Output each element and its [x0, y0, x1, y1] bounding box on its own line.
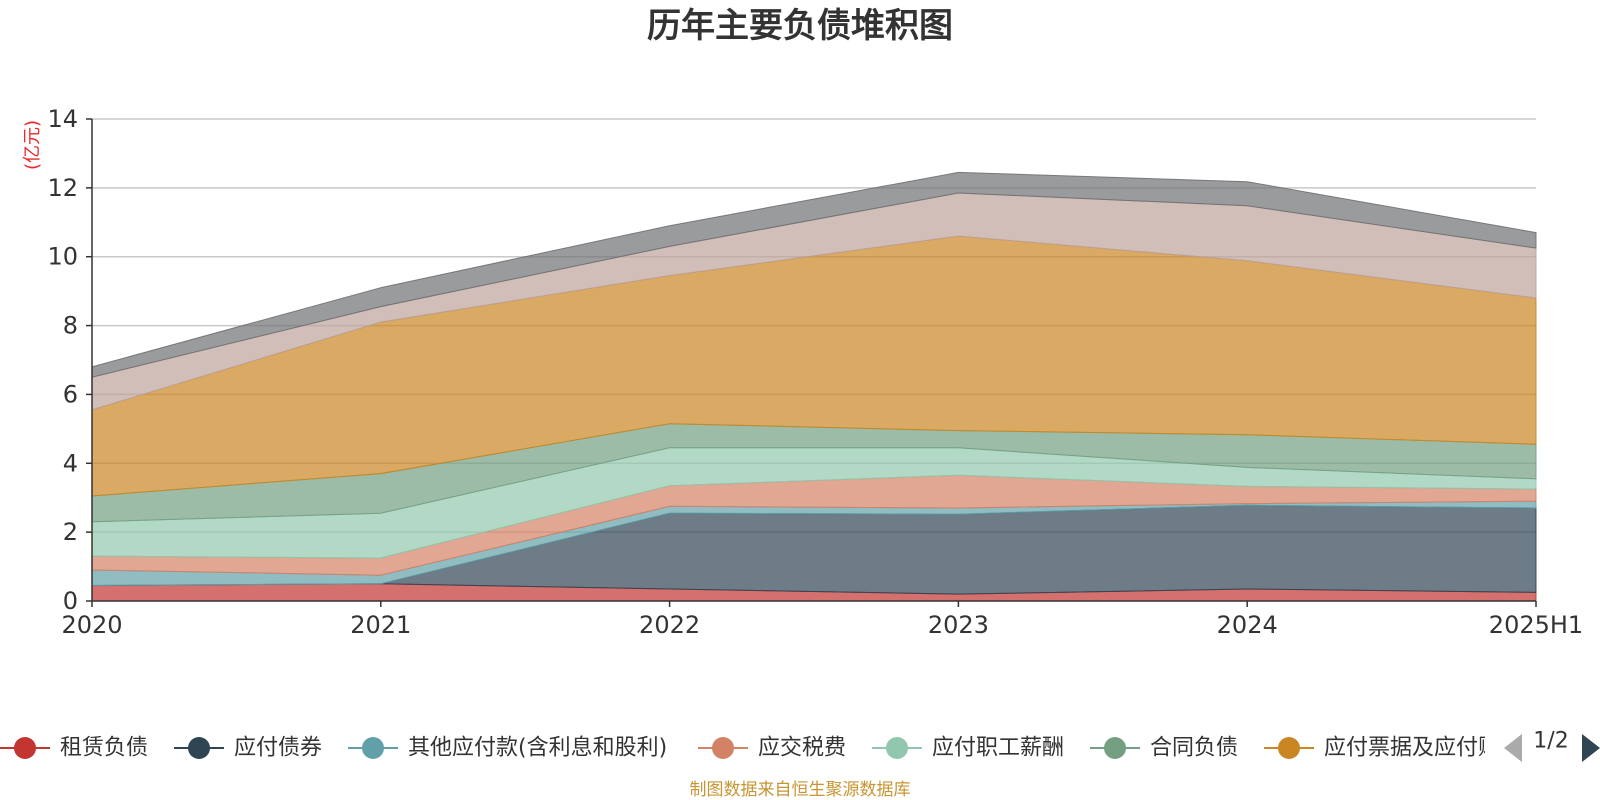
legend-pager: 1/2 — [1504, 729, 1600, 762]
y-tick-label: 4 — [63, 449, 78, 477]
legend-marker — [886, 737, 908, 759]
legend-marker — [362, 737, 384, 759]
legend-label: 应交税费 — [758, 736, 846, 761]
legend-marker — [14, 737, 36, 759]
legend-items: 租赁负债 应付债券 其他应付款(含利息和股利) 应交税费 应付职工薪酬 合同负债 应付票据及… — [0, 736, 1522, 761]
legend-item-6[interactable]: 应付票据及应付账款 — [1264, 736, 1522, 761]
legend[interactable]: 租赁负债 应付债券 其他应付款(含利息和股利) 应交税费 应付职工薪酬 合同负债 应付票据及… — [0, 736, 1522, 761]
stacked-areas — [91, 171, 1537, 602]
legend-marker — [712, 737, 734, 759]
legend-item-0[interactable]: 租赁负债 — [0, 736, 148, 761]
x-tick-label: 2020 — [61, 611, 122, 639]
legend-item-1[interactable]: 应付债券 — [174, 736, 322, 761]
x-tick-label: 2021 — [350, 611, 411, 639]
legend-item-4[interactable]: 应付职工薪酬 — [872, 736, 1064, 761]
legend-page-indicator: 1/2 — [1533, 729, 1568, 754]
y-axis-ticks: 0 2 4 6 8 10 12 14 — [47, 105, 92, 615]
y-axis-unit: (亿元) — [22, 120, 43, 170]
legend-marker — [1278, 737, 1300, 759]
legend-label: 租赁负债 — [60, 736, 148, 761]
y-tick-label: 10 — [47, 243, 78, 271]
y-tick-label: 14 — [47, 105, 78, 133]
y-tick-label: 12 — [47, 174, 78, 202]
legend-marker — [1104, 737, 1126, 759]
x-tick-label: 2024 — [1217, 611, 1278, 639]
legend-marker — [188, 737, 210, 759]
chart-title: 历年主要负债堆积图 — [647, 6, 953, 46]
legend-label: 应付职工薪酬 — [932, 736, 1064, 761]
x-tick-label: 2023 — [928, 611, 989, 639]
axes — [91, 119, 1536, 602]
source-note: 制图数据来自恒生聚源数据库 — [690, 780, 911, 800]
y-tick-label: 6 — [63, 380, 78, 408]
legend-item-3[interactable]: 应交税费 — [698, 736, 846, 761]
legend-label: 应付票据及应付账款 — [1324, 736, 1522, 761]
legend-next-icon[interactable] — [1582, 734, 1600, 762]
area-series-8[interactable] — [91, 171, 1537, 378]
legend-label: 合同负债 — [1150, 736, 1238, 761]
y-tick-label: 8 — [63, 312, 78, 340]
x-tick-label: 2022 — [639, 611, 700, 639]
legend-label: 其他应付款(含利息和股利) — [408, 736, 667, 761]
legend-item-5[interactable]: 合同负债 — [1090, 736, 1238, 761]
y-tick-label: 2 — [63, 518, 78, 546]
legend-item-2[interactable]: 其他应付款(含利息和股利) — [348, 736, 667, 761]
x-tick-label: 2025H1 — [1489, 611, 1583, 639]
y-tick-label: 0 — [63, 587, 78, 615]
x-axis-ticks: 2020 2021 2022 2023 2024 2025H1 — [61, 601, 1583, 639]
legend-prev-icon[interactable] — [1504, 734, 1522, 762]
legend-label: 应付债券 — [234, 736, 322, 761]
